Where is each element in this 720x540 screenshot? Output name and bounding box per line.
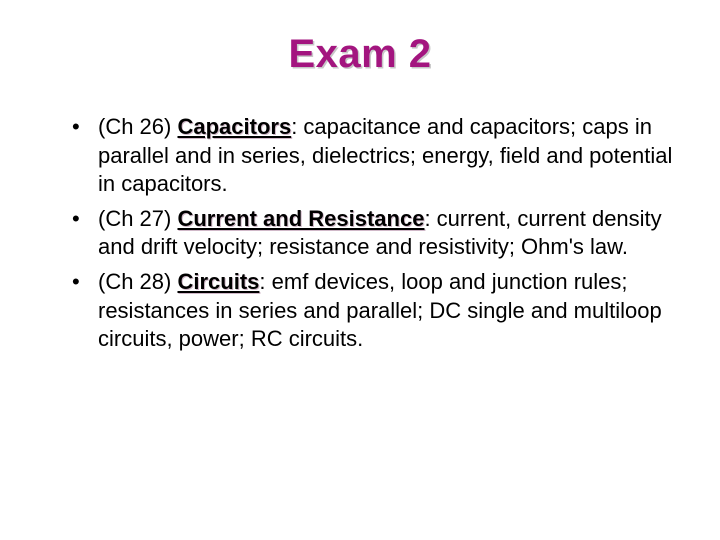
slide-body: (Ch 26) Capacitors: capacitance and capa… <box>0 113 720 354</box>
chapter-topic: Capacitors <box>177 114 291 139</box>
chapter-prefix: (Ch 28) <box>98 269 177 294</box>
list-item: (Ch 28) Circuits: emf devices, loop and … <box>72 268 678 354</box>
slide-title: Exam 2 <box>0 32 720 77</box>
chapter-topic: Circuits <box>177 269 259 294</box>
slide: Exam 2 (Ch 26) Capacitors: capacitance a… <box>0 32 720 540</box>
list-item: (Ch 27) Current and Resistance: current,… <box>72 205 678 262</box>
bullet-list: (Ch 26) Capacitors: capacitance and capa… <box>72 113 678 354</box>
chapter-topic: Current and Resistance <box>177 206 424 231</box>
chapter-prefix: (Ch 26) <box>98 114 177 139</box>
chapter-prefix: (Ch 27) <box>98 206 177 231</box>
list-item: (Ch 26) Capacitors: capacitance and capa… <box>72 113 678 199</box>
